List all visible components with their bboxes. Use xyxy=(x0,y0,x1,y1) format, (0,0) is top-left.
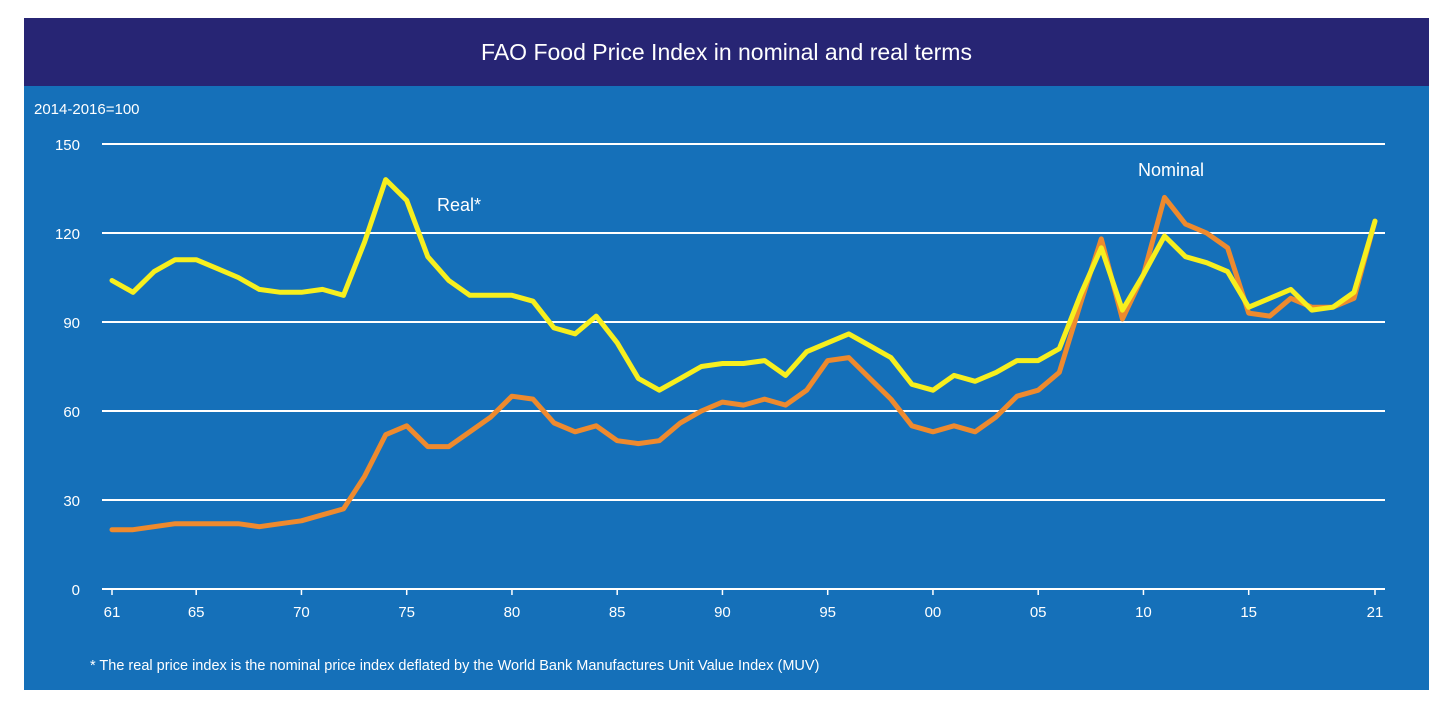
y-tick-label: 90 xyxy=(63,315,80,332)
gridlines xyxy=(102,143,1385,590)
x-tick-label: 61 xyxy=(104,604,121,621)
series-lines xyxy=(109,177,1378,533)
nominal-series-annotation: Nominal xyxy=(1138,160,1204,180)
y-axis-tick-labels: 0 30 60 90 120 150 xyxy=(55,137,80,599)
x-tick-label: 00 xyxy=(925,604,942,621)
x-tick-label: 10 xyxy=(1135,604,1152,621)
x-tick-label: 70 xyxy=(293,604,310,621)
x-tick-label: 85 xyxy=(609,604,626,621)
x-tick-label: 65 xyxy=(188,604,205,621)
x-axis-tick-labels: 61 65 70 75 80 85 90 95 00 05 10 15 21 xyxy=(104,589,1384,621)
y-tick-label: 0 xyxy=(72,582,80,599)
y-tick-label: 30 xyxy=(63,493,80,510)
title-bar: FAO Food Price Index in nominal and real… xyxy=(24,18,1429,86)
footnote: * The real price index is the nominal pr… xyxy=(90,658,820,674)
x-tick-label: 90 xyxy=(714,604,731,621)
y-tick-label: 120 xyxy=(55,226,80,243)
x-tick-label: 15 xyxy=(1240,604,1257,621)
chart-title: FAO Food Price Index in nominal and real… xyxy=(481,38,972,65)
nominal-series-line xyxy=(109,194,1378,533)
x-tick-label: 05 xyxy=(1030,604,1047,621)
real-series-annotation: Real* xyxy=(437,195,481,215)
y-tick-label: 60 xyxy=(63,404,80,421)
unit-label: 2014-2016=100 xyxy=(34,101,140,118)
x-tick-label: 80 xyxy=(504,604,521,621)
line-chart: 2014-2016=100 0 30 60 90 120 150 61 65 70 75 80 85… xyxy=(34,101,1385,621)
chart-panel: FAO Food Price Index in nominal and real… xyxy=(24,18,1429,690)
x-tick-label: 95 xyxy=(819,604,836,621)
x-tick-label: 21 xyxy=(1367,604,1384,621)
x-tick-label: 75 xyxy=(398,604,415,621)
real-series-line xyxy=(109,177,1378,393)
y-tick-label: 150 xyxy=(55,137,80,154)
